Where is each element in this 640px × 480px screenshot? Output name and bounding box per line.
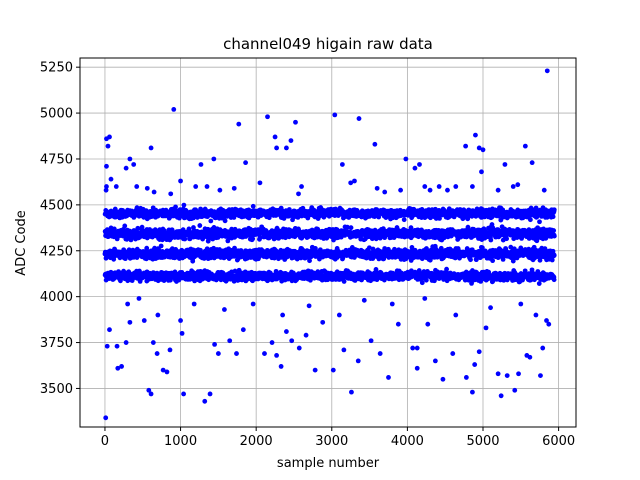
data-point (551, 207, 557, 213)
data-point (222, 218, 228, 224)
data-point (437, 216, 442, 221)
plot-area-background (80, 58, 576, 427)
data-point (197, 223, 203, 228)
data-point (490, 258, 496, 264)
data-point (158, 243, 164, 249)
data-point (551, 252, 557, 258)
data-point (348, 225, 354, 231)
data-point (300, 205, 306, 211)
data-point (190, 258, 196, 264)
data-point (527, 217, 533, 223)
data-point (401, 217, 407, 223)
data-point (551, 233, 557, 239)
data-point (182, 236, 188, 242)
data-point (208, 218, 214, 224)
data-point (173, 204, 178, 210)
data-points (102, 68, 557, 421)
data-point (250, 203, 256, 209)
data-point (550, 214, 556, 220)
data-point (537, 219, 542, 225)
data-point (139, 224, 145, 230)
data-point (504, 236, 510, 242)
data-point (468, 257, 473, 263)
data-point (551, 228, 557, 233)
data-point (488, 237, 494, 243)
data-point (122, 223, 128, 229)
data-point (181, 202, 187, 208)
